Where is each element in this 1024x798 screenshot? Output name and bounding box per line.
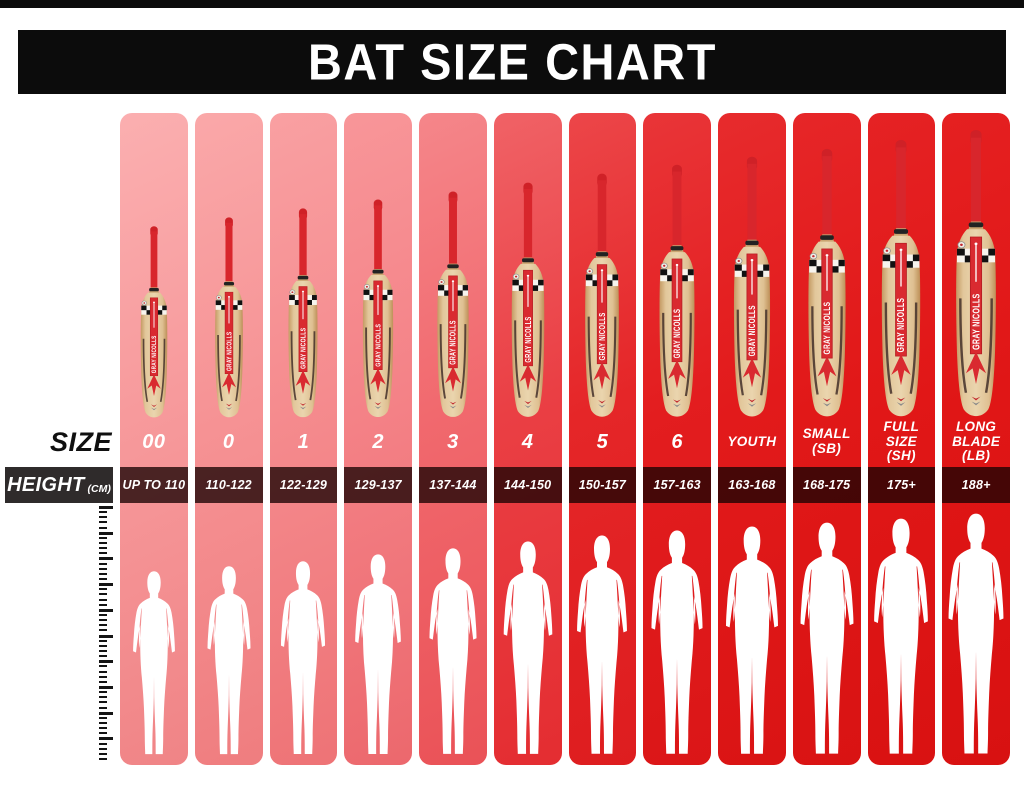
bat-brand-text: GRAY NICOLLS [896,298,907,353]
bat-brand-text: GRAY NICOLLS [226,331,233,371]
bat-brand-text: GRAY NICOLLS [374,324,383,367]
cricket-bat-icon: GRAY NICOLLS [353,198,404,420]
height-cell: 137-144 [419,467,487,503]
bat-size-column: GRAY NICOLLS 4 144-150 [493,113,562,765]
page-title: BAT SIZE CHART [307,33,717,91]
cricket-bat-icon: GRAY NICOLLS [205,216,252,420]
height-row-caption: HEIGHT (CM) [5,467,113,503]
bat-brand-text: GRAY NICOLLS [971,293,983,349]
man-silhouette-icon [277,560,330,756]
bat-brand-text: GRAY NICOLLS [300,328,307,369]
cricket-bat-icon: GRAY NICOLLS [500,181,555,420]
size-label: 0 [222,431,235,453]
bat-size-column: GRAY NICOLLS 5 150-157 [568,113,637,765]
size-label: 3 [447,431,459,453]
cricket-bat-icon: GRAY NICOLLS [279,207,328,420]
bat-size-column: GRAY NICOLLS YOUTH 163-168 [718,113,786,765]
bat-size-column: GRAY NICOLLS SMALL (SB) 168-175 [792,113,861,765]
bat-brand-text: GRAY NICOLLS [448,320,458,364]
man-silhouette-icon [572,534,632,756]
size-label: 00 [142,431,166,453]
size-label: 6 [671,431,683,453]
height-cell: 188+ [942,467,1010,503]
size-label: YOUTH [727,433,777,449]
height-cell: 168-175 [792,467,861,503]
ruler-icon [99,506,117,760]
cricket-bat-icon: GRAY NICOLLS [426,190,479,420]
man-silhouette-icon [869,517,934,756]
man-silhouette-icon [943,512,1009,756]
size-label: 5 [596,431,609,453]
height-cell: 157-163 [643,467,711,503]
header-bar: BAT SIZE CHART [18,30,1006,94]
man-silhouette-icon [721,525,783,756]
man-silhouette-icon [498,540,556,756]
cricket-bat-icon: GRAY NICOLLS [795,147,858,420]
top-border-strip [0,0,1024,8]
bat-size-column: GRAY NICOLLS 6 157-163 [643,113,711,765]
bat-size-column: GRAY NICOLLS FULL SIZE (SH) 175+ [867,113,936,765]
cricket-bat-icon: GRAY NICOLLS [721,155,782,420]
cricket-bat-icon: GRAY NICOLLS [869,138,934,420]
size-label: SMALL (SB) [802,426,851,456]
bat-brand-text: GRAY NICOLLS [746,305,757,356]
size-label: 4 [521,431,534,453]
size-row-caption: SIZE [49,426,112,457]
cricket-bat-icon: GRAY NICOLLS [131,225,176,420]
height-cell: 150-157 [568,467,637,503]
height-cell: 122-129 [269,467,338,503]
height-row-label: HEIGHT [7,473,85,496]
size-label: 2 [372,431,384,453]
bat-size-column: GRAY NICOLLS 1 122-129 [269,113,338,765]
bat-size-column: GRAY NICOLLS 00 UP TO 110 [120,113,188,765]
bat-brand-text: GRAY NICOLLS [672,309,683,359]
man-silhouette-icon [203,565,255,756]
height-cell: UP TO 110 [120,467,188,503]
bat-brand-text: GRAY NICOLLS [523,316,533,362]
height-cell: 129-137 [344,467,412,503]
size-chart: GRAY NICOLLS 00 UP TO 110 [120,113,1010,765]
size-label: FULL SIZE (SH) [883,418,920,464]
bat-size-column: GRAY NICOLLS 3 137-144 [419,113,487,765]
bat-size-column: GRAY NICOLLS 2 129-137 [344,113,412,765]
bat-size-column: GRAY NICOLLS LONG BLADE (LB) 188+ [942,113,1010,765]
man-silhouette-icon [129,570,179,756]
height-cell: 110-122 [194,467,263,503]
height-cell: 175+ [867,467,936,503]
bat-brand-text: GRAY NICOLLS [821,302,832,355]
bat-brand-text: GRAY NICOLLS [598,312,608,360]
cricket-bat-icon: GRAY NICOLLS [574,172,631,420]
cricket-bat-icon: GRAY NICOLLS [943,128,1010,420]
height-cell: 163-168 [718,467,786,503]
size-label: LONG BLADE (LB) [952,418,1001,464]
man-silhouette-icon [425,547,481,756]
man-silhouette-icon [646,529,707,756]
cricket-bat-icon: GRAY NICOLLS [648,163,707,420]
height-cell: 144-150 [493,467,562,503]
man-silhouette-icon [351,553,406,756]
height-row-unit: (CM) [87,482,111,495]
man-silhouette-icon [795,521,859,756]
bat-size-column: GRAY NICOLLS 0 110-122 [194,113,263,765]
bat-brand-text: GRAY NICOLLS [151,336,158,374]
size-label: 1 [297,431,310,453]
